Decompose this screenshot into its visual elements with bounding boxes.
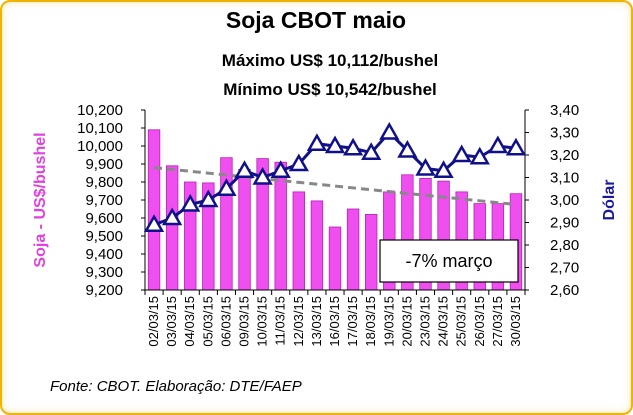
soja-bar [364,213,378,291]
dolar-point [415,157,436,176]
y-left-tick-label: 9,900 [85,156,123,173]
x-tick-label: 09/03/15 [237,296,252,347]
dolar-point [198,189,219,208]
x-tick-label: 17/03/15 [345,296,360,347]
dolar-point [161,207,183,226]
x-tick-label: 24/03/15 [436,296,451,347]
dolar-point [288,153,309,172]
annotation-box [379,239,519,283]
dolar-point [397,139,418,158]
y-right-tick-label: 3,10 [550,170,579,187]
y-left-tick-label: 9,400 [85,246,123,263]
dolar-point [234,160,255,178]
x-tick-label: 25/03/15 [454,296,469,347]
x-tick-label: 02/03/15 [146,296,161,347]
annotation-text: -7% março [405,251,492,271]
y-left-tick-label: 10,000 [77,138,123,155]
y-left-tick-label: 10,200 [77,102,123,119]
y-right-tick-label: 2,60 [550,282,579,299]
y-right-tick-label: 2,90 [550,215,579,232]
soja-bar [165,165,179,291]
x-tick-label: 18/03/15 [363,296,378,347]
x-tick-label: 20/03/15 [399,296,414,347]
dolar-point [379,121,400,140]
x-tick-label: 26/03/15 [472,296,487,347]
chart-subtitle-max: Máximo US$ 10,112/bushel [222,51,438,70]
dolar-point [487,135,509,154]
dolar-point [306,133,328,151]
dolar-point [270,160,291,178]
soja-bar [292,191,305,291]
x-tick-label: 03/03/15 [164,296,179,347]
dolar-point [143,214,165,232]
y-left-tick-label: 9,500 [85,228,123,245]
dolar-point [216,178,237,196]
y-left-tick-label: 9,600 [85,210,123,227]
x-tick-label: 05/03/15 [200,296,215,347]
y-right-tick-label: 2,70 [550,260,579,277]
dolar-point [451,144,472,163]
soja-bar [310,200,324,291]
dolar-point [342,137,364,156]
dolar-point [180,193,201,212]
y-right-tick-label: 3,30 [550,125,579,142]
soja-bar [220,157,233,291]
x-tick-label: 23/03/15 [417,296,432,347]
y-left-axis-label: Soja - US$/bushel [32,132,49,267]
x-tick-label: 27/03/15 [490,296,505,347]
x-tick-label: 19/03/15 [381,296,396,347]
y-left-tick-label: 9,200 [85,282,123,299]
dolar-point [433,160,454,178]
y-left-tick-label: 9,700 [85,192,123,209]
x-tick-label: 06/03/15 [218,296,233,347]
chart-title: Soja CBOT maio [226,7,406,33]
plot-area: 9,2009,3009,4009,5009,6009,7009,8009,900… [77,102,579,347]
x-tick-label: 10/03/15 [255,296,270,347]
y-right-tick-label: 3,40 [550,102,579,119]
soja-bar [346,208,360,291]
y-right-tick-label: 3,00 [550,192,579,209]
y-left-tick-label: 9,800 [85,174,123,191]
soja-bar [238,168,251,291]
dolar-point [505,137,527,156]
dolar-point [469,146,490,165]
x-tick-label: 13/03/15 [309,296,324,347]
x-tick-label: 12/03/15 [291,296,306,347]
dolar-point [324,135,346,154]
x-tick-label: 04/03/15 [182,296,197,347]
x-tick-label: 30/03/15 [508,296,523,347]
y-right-tick-label: 2,80 [550,237,579,254]
y-right-tick-label: 3,20 [550,147,579,164]
x-tick-label: 11/03/15 [273,296,288,346]
dolar-point [252,166,273,185]
dolar-point [361,142,382,160]
soja-bar [328,226,342,291]
y-left-tick-label: 10,100 [77,120,123,137]
x-tick-label: 16/03/15 [327,296,342,347]
chart-subtitle-min: Mínimo US$ 10,542/bushel [223,80,437,99]
soja-bar [147,129,161,291]
y-left-tick-label: 9,300 [85,264,123,281]
trendline [153,166,517,206]
y-right-axis-label: Dólar [601,180,618,221]
source-note: Fonte: CBOT. Elaboração: DTE/FAEP [50,378,302,395]
